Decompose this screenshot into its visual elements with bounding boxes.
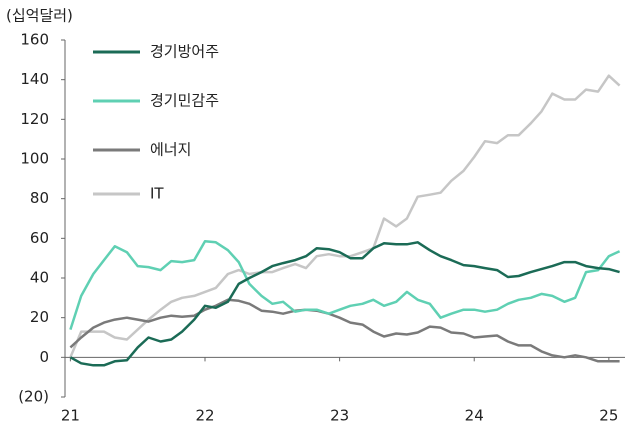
unit-label: (십억달러) <box>6 7 73 25</box>
y-tick-label: 80 <box>30 189 49 207</box>
y-tick-label: 120 <box>20 110 49 128</box>
y-tick-label: 100 <box>20 150 49 168</box>
series-line <box>69 240 621 330</box>
x-tick-label: 22 <box>195 407 214 425</box>
legend-label: IT <box>150 185 164 203</box>
x-tick-label: 23 <box>330 407 349 425</box>
series-line <box>69 241 620 367</box>
y-tick-label: 20 <box>30 308 49 326</box>
y-tick-label: 40 <box>30 269 49 287</box>
x-tick-label: 24 <box>465 407 484 425</box>
y-tick-label: (20) <box>18 388 49 406</box>
y-tick-label: 0 <box>39 348 49 366</box>
y-tick-label: 160 <box>20 31 49 49</box>
legend-label: 경기방어주 <box>150 43 219 61</box>
x-tick-label: 21 <box>61 407 80 425</box>
series-line <box>69 298 620 363</box>
legend-label: 경기민감주 <box>150 92 219 110</box>
y-tick-label: 60 <box>30 229 49 247</box>
legend-label: 에너지 <box>150 141 191 159</box>
series-line <box>69 74 621 358</box>
y-tick-label: 140 <box>20 70 49 88</box>
x-tick-label: 25 <box>599 407 618 425</box>
